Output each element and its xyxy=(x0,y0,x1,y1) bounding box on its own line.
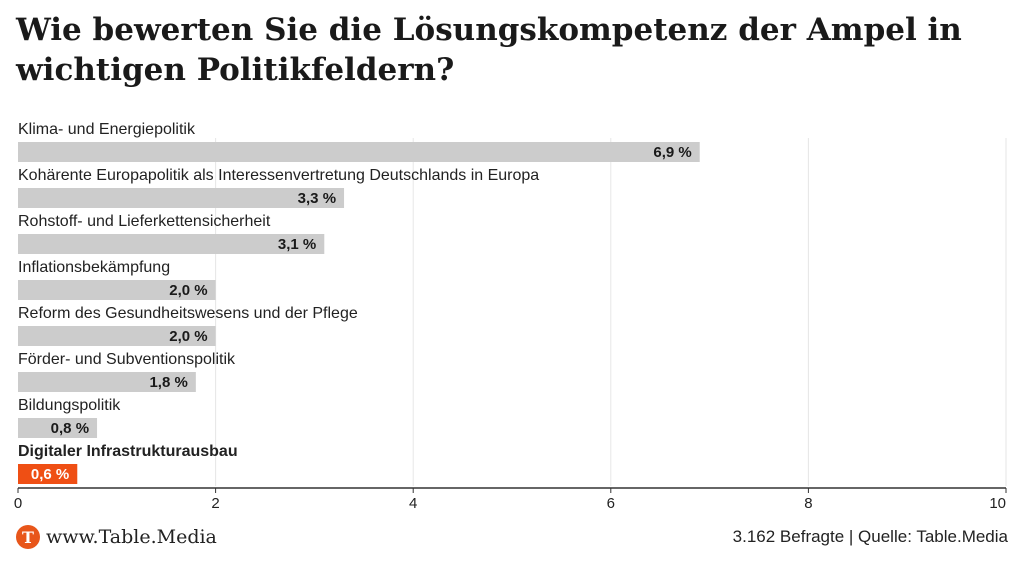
bar xyxy=(18,188,345,208)
source-note: 3.162 Befragte | Quelle: Table.Media xyxy=(732,527,1008,546)
data-label: 0,8 % xyxy=(51,420,89,437)
bar xyxy=(18,464,78,484)
data-label: 6,9 % xyxy=(653,144,691,161)
x-tick-label: 10 xyxy=(989,495,1006,512)
chart-title: Wie bewerten Sie die Lösungskompetenz de… xyxy=(16,12,962,88)
x-tick-label: 2 xyxy=(211,495,219,512)
bar xyxy=(18,418,98,438)
category-label: Bildungspolitik xyxy=(18,397,121,414)
x-tick-label: 4 xyxy=(409,495,417,512)
category-label: Reform des Gesundheitswesens und der Pfl… xyxy=(18,305,358,322)
bar xyxy=(18,280,216,300)
brand: T www.Table.Media xyxy=(16,524,217,550)
table-media-logo-icon: T xyxy=(16,525,40,549)
category-label: Digitaler Infrastrukturausbau xyxy=(18,443,238,460)
x-tick-label: 0 xyxy=(14,495,22,512)
data-label: 2,0 % xyxy=(169,328,207,345)
site-url: www.Table.Media xyxy=(46,526,217,548)
data-label: 3,3 % xyxy=(298,190,336,207)
data-label: 1,8 % xyxy=(149,374,187,391)
bar xyxy=(18,372,196,392)
category-label: Inflationsbekämpfung xyxy=(18,259,170,276)
x-tick-label: 6 xyxy=(607,495,615,512)
data-label: 3,1 % xyxy=(278,236,316,253)
category-label: Rohstoff- und Lieferkettensicherheit xyxy=(18,213,271,230)
data-label: 2,0 % xyxy=(169,282,207,299)
category-label: Kohärente Europapolitik als Interessenve… xyxy=(18,167,539,184)
bar-chart: Klima- und Energiepolitik 6,9 % Kohärente … xyxy=(14,121,1007,512)
x-tick-label: 8 xyxy=(804,495,812,512)
category-label: Förder- und Subventionspolitik xyxy=(18,351,236,368)
bar xyxy=(18,326,216,346)
bar xyxy=(18,142,700,162)
category-label: Klima- und Energiepolitik xyxy=(18,121,196,138)
bar xyxy=(18,234,325,254)
data-label: 0,6 % xyxy=(31,466,69,483)
